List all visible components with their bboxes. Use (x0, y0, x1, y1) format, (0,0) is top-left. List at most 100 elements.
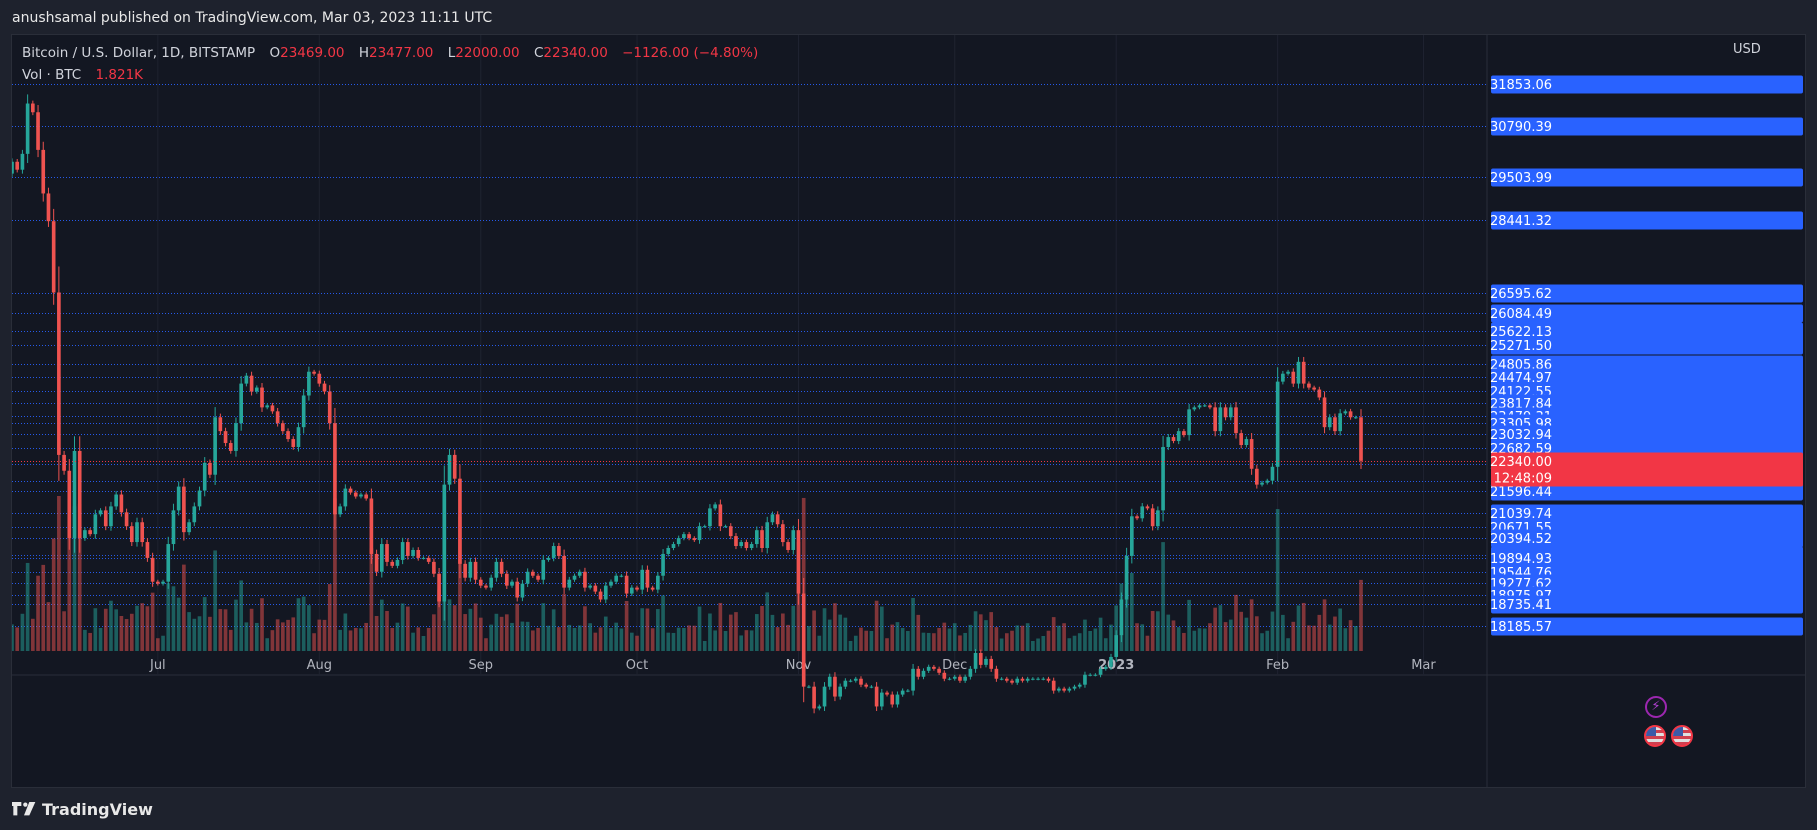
candle-body[interactable] (1182, 431, 1186, 436)
candle-body[interactable] (749, 544, 754, 549)
candle-body[interactable] (838, 686, 842, 697)
candle-body[interactable] (1322, 397, 1327, 428)
candle-body[interactable] (619, 575, 624, 577)
candle-body[interactable] (1036, 678, 1040, 680)
candle-body[interactable] (624, 575, 629, 594)
candle-body[interactable] (1333, 417, 1337, 432)
candle-body[interactable] (671, 544, 676, 549)
candle-body[interactable] (411, 549, 415, 556)
candle-body[interactable] (1218, 407, 1223, 432)
us-flag-icon[interactable] (1644, 725, 1666, 747)
candle-body[interactable] (327, 391, 332, 424)
candle-body[interactable] (353, 492, 358, 497)
candle-body[interactable] (1135, 516, 1139, 519)
price-level-tag[interactable] (1491, 368, 1803, 387)
candle-body[interactable] (551, 546, 556, 558)
candle-body[interactable] (182, 486, 186, 533)
candle-body[interactable] (156, 581, 160, 584)
candle-body[interactable] (952, 676, 957, 679)
candle-body[interactable] (150, 557, 155, 582)
candle-body[interactable] (343, 488, 348, 507)
candle-body[interactable] (1343, 411, 1348, 414)
candle-body[interactable] (525, 571, 530, 584)
candle-body[interactable] (702, 526, 707, 528)
candle-body[interactable] (718, 504, 723, 527)
candle-body[interactable] (317, 373, 322, 384)
candle-body[interactable] (281, 423, 285, 432)
candle-body[interactable] (926, 666, 931, 671)
candle-body[interactable] (1307, 383, 1311, 388)
candle-body[interactable] (1213, 407, 1217, 432)
candle-body[interactable] (395, 559, 400, 566)
candle-body[interactable] (72, 450, 77, 539)
candle-body[interactable] (12, 161, 14, 174)
candle-body[interactable] (999, 678, 1004, 680)
candle-body[interactable] (36, 112, 40, 150)
price-level-tag[interactable] (1491, 75, 1803, 94)
candle-body[interactable] (374, 553, 379, 572)
candle-body[interactable] (864, 684, 869, 687)
candle-body[interactable] (478, 579, 483, 586)
candlestick-chart[interactable]: Jul Aug Sep Oct Nov Dec 2023 Feb Mar 31853.06 3079… (12, 35, 1805, 787)
candle-body[interactable] (1301, 361, 1306, 384)
candle-body[interactable] (848, 680, 853, 682)
lightning-icon[interactable]: ⚡ (1645, 696, 1667, 718)
candle-body[interactable] (879, 692, 884, 707)
candle-body[interactable] (83, 530, 87, 539)
candle-body[interactable] (541, 559, 546, 580)
candle-body[interactable] (1077, 684, 1082, 687)
candle-body[interactable] (249, 375, 254, 392)
candle-body[interactable] (1062, 688, 1066, 691)
candle-body[interactable] (546, 557, 551, 560)
candle-body[interactable] (890, 694, 895, 705)
candle-body[interactable] (504, 573, 509, 586)
candle-body[interactable] (265, 405, 270, 408)
candle-body[interactable] (400, 542, 405, 560)
candle-body[interactable] (536, 575, 540, 580)
candle-body[interactable] (833, 676, 837, 697)
candle-body[interactable] (1239, 433, 1244, 446)
candle-body[interactable] (291, 439, 296, 447)
candle-body[interactable] (369, 498, 374, 554)
candle-body[interactable] (989, 658, 994, 669)
candle-body[interactable] (1051, 680, 1056, 691)
candle-body[interactable] (93, 514, 98, 535)
candle-body[interactable] (1083, 674, 1087, 685)
symbol-label[interactable]: Bitcoin / U.S. Dollar, 1D, BITSTAMP (22, 45, 256, 61)
candle-body[interactable] (1228, 407, 1233, 418)
candle-body[interactable] (499, 561, 504, 574)
candle-body[interactable] (260, 387, 264, 408)
candle-body[interactable] (15, 161, 20, 170)
candle-body[interactable] (708, 508, 712, 527)
candle-body[interactable] (312, 371, 316, 374)
candle-body[interactable] (228, 443, 233, 451)
candle-body[interactable] (801, 593, 806, 687)
candle-body[interactable] (598, 591, 603, 600)
candle-body[interactable] (67, 470, 72, 539)
candle-body[interactable] (1140, 506, 1145, 519)
candle-body[interactable] (1088, 674, 1092, 676)
candle-body[interactable] (1171, 437, 1176, 442)
candle-body[interactable] (1150, 508, 1155, 527)
candle-body[interactable] (192, 506, 197, 523)
candle-body[interactable] (41, 149, 46, 194)
candle-body[interactable] (77, 450, 82, 539)
candle-body[interactable] (697, 526, 702, 541)
us-flag-icon[interactable] (1671, 725, 1693, 747)
price-level-tag[interactable] (1491, 504, 1803, 523)
candle-body[interactable] (114, 494, 118, 507)
candle-body[interactable] (494, 561, 499, 578)
candle-body[interactable] (1312, 387, 1316, 390)
candle-body[interactable] (135, 522, 139, 543)
candle-body[interactable] (338, 506, 342, 515)
candle-body[interactable] (713, 504, 717, 509)
candle-body[interactable] (31, 103, 35, 113)
candle-body[interactable] (629, 587, 634, 594)
candle-body[interactable] (447, 454, 452, 485)
candle-body[interactable] (958, 676, 962, 681)
candle-body[interactable] (583, 571, 587, 588)
candle-body[interactable] (932, 666, 936, 669)
candle-body[interactable] (124, 512, 129, 527)
candle-body[interactable] (46, 193, 51, 222)
candle-body[interactable] (442, 484, 447, 602)
